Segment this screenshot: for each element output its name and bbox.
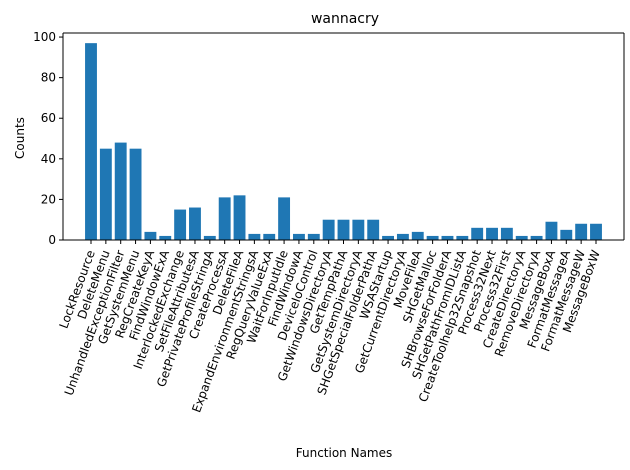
bar-RegQueryValueExA [263,233,276,240]
bar-SetFileAttributesA [189,207,201,240]
bar-GetSystemMenu [129,148,142,240]
bar-InterlockedExchange [174,209,187,240]
bar-FindWindowA [293,233,305,240]
bar-MoveFileA [411,231,424,240]
bar-Process32Next [486,227,498,240]
bar-DeviceIoControl [307,233,320,240]
bar-ExpandEnvironmentStringsA [248,233,261,240]
x-axis-ticks: LockResourceDeleteMenuUnhandledException… [56,240,603,414]
bar-FindWindowExA [159,235,172,240]
bar-FormatMessageA [560,229,573,240]
bar-SHGetMalloc [426,235,439,240]
bar-CreateDirectoryA [515,235,528,240]
bar-DeleteFileA [233,195,246,240]
bar-LockResource [85,43,97,241]
bar-UnhandledExceptionFilter [114,142,127,240]
bars-group [85,43,602,241]
y-axis-label: Counts [13,117,27,159]
chart-title: wannacry [311,11,379,27]
bar-GetPrivateProfileStringA [203,235,216,240]
bar-DeleteMenu [99,148,112,240]
bar-RegCreateKeyA [144,231,157,240]
bar-WaitForInputIdle [278,197,291,240]
y-tick-label: 40 [41,152,56,166]
bar-GetTempPathA [337,219,350,240]
bar-Process32First [500,227,513,240]
bar-FormatMessageW [575,223,588,240]
bar-CreateProcessA [218,197,231,240]
bar-MessageBoxA [545,221,558,240]
axes-group [62,32,625,241]
bar-SHBrowseForFolderA [441,235,454,240]
bar-RemoveDirectoryA [530,235,543,240]
bar-GetCurrentDirectoryA [396,233,409,240]
y-tick-label: 0 [48,233,56,247]
bar-MessageBoxW [590,223,602,240]
y-tick-label: 100 [33,30,56,44]
y-tick-label: 80 [41,71,56,85]
x-axis-label: Function Names [296,446,393,460]
bar-CreateToolhelp32Snapshot [471,227,484,240]
y-axis-ticks: 0 20 40 60 80 100 [33,30,63,247]
y-tick-label: 20 [41,192,56,206]
bar-SHGetPathFromIDListA [456,235,469,240]
y-tick-label: 60 [41,111,56,125]
bar-SHGetSpecialFolderPathA [367,219,380,240]
bar-GetSystemDirectoryA [352,219,365,240]
bar-WSAStartup [382,235,394,240]
bar-GetWindowsDirectoryA [322,219,335,240]
